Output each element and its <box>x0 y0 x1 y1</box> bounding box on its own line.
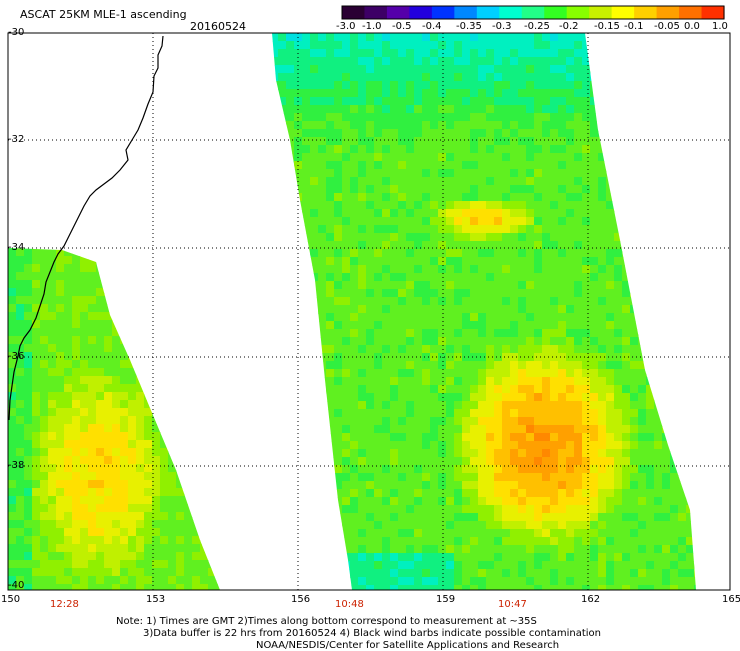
lat-label: -38 <box>8 460 24 471</box>
colorbar-segment <box>387 6 410 19</box>
note-line: 3)Data buffer is 22 hrs from 20160524 4)… <box>143 628 601 639</box>
lon-label: 150 <box>1 594 20 605</box>
colorbar-segment <box>522 6 545 19</box>
colorbar-label: -1.0 <box>362 21 382 32</box>
lon-label: 165 <box>722 594 740 605</box>
colorbar-segment <box>409 6 432 19</box>
colorbar-segment <box>657 6 680 19</box>
lon-label: 156 <box>291 594 310 605</box>
colorbar-segment <box>634 6 657 19</box>
colorbar-segment <box>499 6 522 19</box>
colorbar-segment <box>702 6 725 19</box>
swath-right <box>270 33 703 594</box>
lon-label: 159 <box>436 594 455 605</box>
colorbar-label: -0.15 <box>594 21 620 32</box>
lat-label: -36 <box>8 351 24 362</box>
colorbar-segment <box>567 6 590 19</box>
colorbar-segment <box>477 6 500 19</box>
colorbar-segment <box>679 6 702 19</box>
colorbar-label: -0.35 <box>456 21 482 32</box>
lat-label: -32 <box>8 134 24 145</box>
colorbar-label: -0.4 <box>422 21 442 32</box>
colorbar-label: -3.0 <box>336 21 356 32</box>
colorbar-segment <box>612 6 635 19</box>
colorbar <box>342 6 725 19</box>
colorbar-segment <box>342 6 365 19</box>
swath-left <box>8 248 225 593</box>
lon-label: 153 <box>146 594 165 605</box>
lat-label: -30 <box>8 27 24 38</box>
colorbar-label: -0.2 <box>559 21 579 32</box>
time-label: 12:28 <box>50 599 79 610</box>
colorbar-segment <box>364 6 387 19</box>
lon-label: 162 <box>581 594 600 605</box>
colorbar-label: 1.0 <box>712 21 728 32</box>
colorbar-label: -0.05 <box>654 21 680 32</box>
colorbar-label: -0.25 <box>524 21 550 32</box>
colorbar-segment <box>454 6 477 19</box>
colorbar-segment <box>432 6 455 19</box>
lat-label: -34 <box>8 242 24 253</box>
colorbar-label: -0.1 <box>624 21 644 32</box>
colorbar-label: -0.5 <box>392 21 412 32</box>
colorbar-label: -0.3 <box>492 21 512 32</box>
colorbar-segment <box>589 6 612 19</box>
credit-line: NOAA/NESDIS/Center for Satellite Applica… <box>256 640 559 651</box>
colorbar-segment <box>544 6 567 19</box>
lat-label: -40 <box>8 580 24 591</box>
time-label: 10:48 <box>335 599 364 610</box>
colorbar-label: 0.0 <box>684 21 700 32</box>
note-line: Note: 1) Times are GMT 2)Times along bot… <box>116 616 537 627</box>
time-label: 10:47 <box>498 599 527 610</box>
